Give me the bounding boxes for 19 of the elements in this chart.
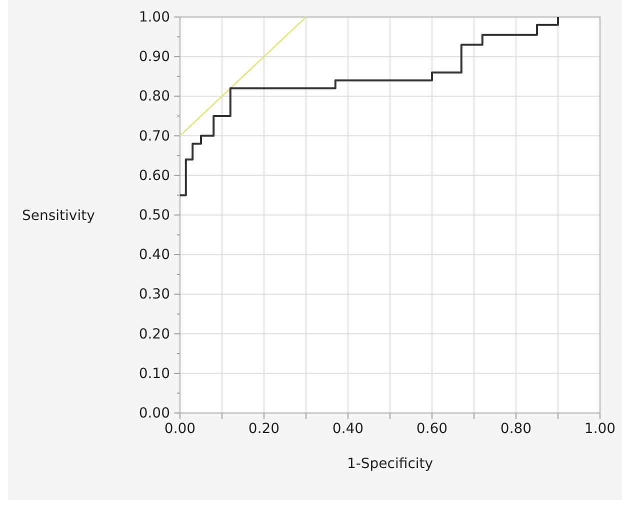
- y-tick-label: 0.80: [138, 88, 170, 105]
- y-tick-label: 0.00: [138, 405, 170, 422]
- y-tick-label: 0.70: [138, 128, 170, 144]
- x-tick-label: 0.00: [164, 420, 196, 437]
- y-tick-label: 0.30: [138, 286, 170, 303]
- x-tick-label: 0.60: [416, 420, 448, 437]
- y-tick-label: 1.00: [138, 9, 170, 26]
- y-axis-title: Sensitivity: [22, 208, 95, 224]
- y-tick-label: 0.60: [138, 168, 170, 184]
- y-tick-label: 0.10: [138, 366, 170, 382]
- y-tick-label: 0.50: [138, 207, 170, 224]
- x-axis-title: 1-Specificity: [346, 456, 434, 472]
- y-tick-label: 0.40: [138, 247, 170, 264]
- y-tick-label: 0.90: [138, 49, 170, 66]
- y-tick-label: 0.20: [138, 326, 170, 342]
- x-tick-label: 0.80: [500, 420, 532, 437]
- x-tick-label: 0.40: [332, 420, 364, 437]
- x-tick-label: 1.00: [584, 420, 616, 437]
- x-tick-label: 0.20: [248, 420, 280, 437]
